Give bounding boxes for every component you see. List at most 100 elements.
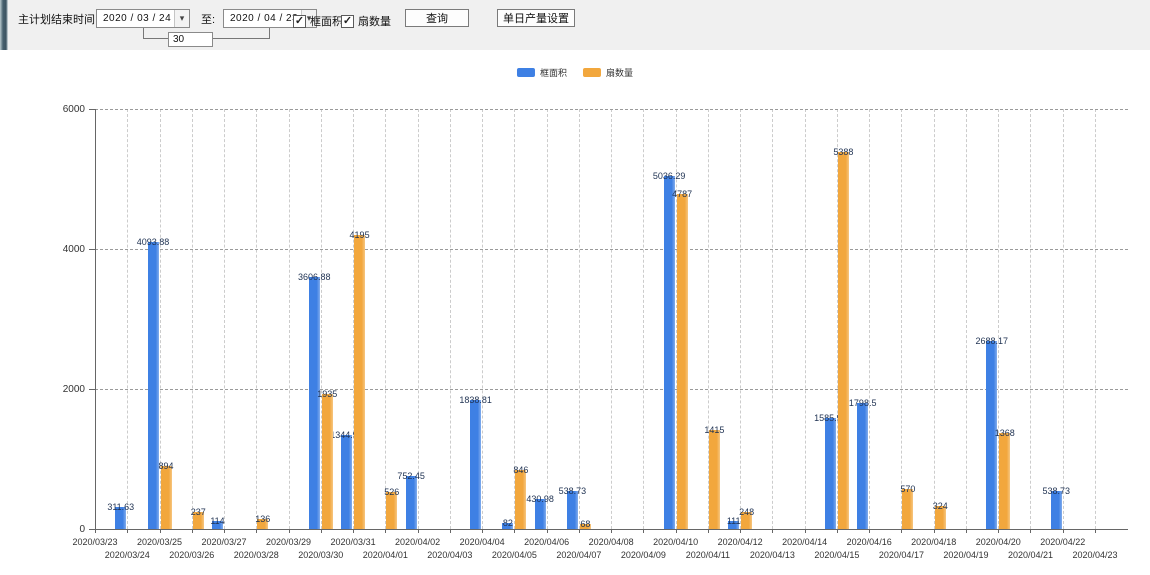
x-axis-label: 2020/03/29 [266, 537, 312, 547]
x-axis-label: 2020/04/07 [556, 550, 602, 560]
vertical-gridline [1030, 109, 1032, 529]
checkbox-icon[interactable]: ✓ [341, 14, 354, 28]
legend-item[interactable]: 扇数量 [583, 66, 633, 79]
bar-value-label: 1798.5 [848, 398, 877, 409]
legend-swatch-icon [516, 68, 535, 77]
vertical-gridline [127, 109, 129, 529]
legend-label: 扇数量 [606, 68, 634, 78]
x-axis-label: 2020/04/12 [717, 537, 763, 547]
x-axis-label: 2020/04/19 [943, 550, 989, 560]
扇数量-bar [579, 524, 591, 529]
框面积-bar [341, 434, 353, 529]
vertical-gridline [643, 109, 645, 529]
x-axis-tick [901, 529, 903, 533]
x-axis-tick [836, 529, 838, 533]
x-axis-label: 2020/04/21 [1007, 550, 1053, 560]
y-axis-tick [89, 249, 95, 250]
vertical-gridline [256, 109, 258, 529]
x-axis-tick [998, 529, 1000, 533]
bar-value-label: 237 [190, 507, 206, 518]
horizontal-gridline [95, 249, 1128, 250]
x-axis-label: 2020/04/09 [620, 550, 666, 560]
vertical-gridline [901, 109, 903, 529]
vertical-gridline [320, 109, 322, 529]
bar-value-label: 136 [255, 514, 271, 525]
bar-value-label: 4787 [672, 188, 693, 199]
框面积-bar [115, 507, 127, 529]
vertical-gridline [224, 109, 226, 529]
plan-end-time-label: 主计划结束时间: [18, 14, 99, 26]
vertical-gridline [159, 109, 161, 529]
bar-value-label: 324 [932, 501, 948, 512]
bar-value-label: 1935 [317, 388, 338, 399]
checkmark-icon: ✓ [342, 14, 353, 27]
扇数量-bar [321, 393, 333, 529]
vertical-gridline [191, 109, 193, 529]
x-axis-label: 2020/04/05 [491, 550, 537, 560]
x-axis-tick [288, 529, 290, 533]
horizontal-gridline [95, 109, 1128, 110]
x-axis-tick [707, 529, 709, 533]
x-axis-label: 2020/04/13 [749, 550, 795, 560]
checkbox-fan-count[interactable]: ✓ 扇数量 [341, 13, 391, 29]
vertical-gridline [578, 109, 580, 529]
扇数量-bar [837, 151, 849, 529]
x-axis-label: 2020/04/04 [459, 537, 505, 547]
x-axis-label: 2020/04/17 [878, 550, 924, 560]
y-axis-tick [89, 529, 95, 530]
vertical-gridline [965, 109, 967, 529]
扇数量-bar [676, 193, 688, 529]
bar-value-label: 1585.96 [814, 412, 847, 423]
vertical-gridline [449, 109, 451, 529]
框面积-bar [502, 523, 514, 529]
x-axis-label: 2020/04/06 [524, 537, 570, 547]
bar-value-label: 111 [726, 516, 741, 527]
date-from-value[interactable]: 2020 / 03 / 24 [103, 13, 172, 24]
x-axis-label: 2020/03/24 [104, 550, 150, 560]
y-axis [95, 109, 96, 529]
bar-value-label: 2688.17 [975, 335, 1008, 346]
bar-value-label: 526 [384, 487, 400, 498]
x-axis-tick [804, 529, 806, 533]
x-axis-label: 2020/04/03 [427, 550, 473, 560]
legend-item[interactable]: 框面积 [516, 66, 567, 79]
x-axis-label: 2020/04/18 [911, 537, 957, 547]
date-from-picker[interactable]: 2020 / 03 / 24 ▾ [96, 9, 190, 28]
x-axis-label: 2020/03/27 [201, 537, 247, 547]
扇数量-bar [515, 469, 527, 529]
框面积-bar [663, 176, 675, 529]
vertical-gridline [998, 109, 1000, 529]
x-axis-tick [256, 529, 258, 533]
bar-value-label: 4195 [349, 230, 370, 241]
bar-value-label: 114 [210, 516, 225, 527]
vertical-gridline [933, 109, 935, 529]
bar-value-label: 4093.88 [136, 237, 170, 248]
x-axis-label: 2020/04/14 [782, 537, 828, 547]
bar-value-label: 430.98 [526, 493, 554, 504]
query-button[interactable]: 查询 [405, 9, 469, 27]
bar-chart: 框面积 扇数量 2020/03/23 2020/03/24 2020/03/25 202… [0, 50, 1150, 575]
vertical-gridline [740, 109, 742, 529]
to-label: 至: [201, 14, 216, 26]
框面积-bar [147, 242, 159, 529]
x-axis-label: 2020/04/02 [395, 537, 441, 547]
x-axis [95, 529, 1128, 530]
daily-output-settings-button[interactable]: 单日产量设置 [497, 9, 575, 27]
扇数量-bar [934, 506, 946, 529]
vertical-gridline [611, 109, 613, 529]
vertical-gridline [804, 109, 806, 529]
checkbox-frame-area[interactable]: ✓ 框面积 [293, 13, 343, 29]
bar-value-label: 311.63 [107, 502, 135, 513]
chart-legend: 框面积 扇数量 [516, 66, 633, 79]
bar-value-label: 1344.95 [330, 429, 363, 440]
chevron-down-icon[interactable]: ▾ [174, 10, 189, 27]
框面积-bar [405, 476, 417, 529]
interval-days-input[interactable]: 30 [168, 32, 213, 47]
checkbox-icon[interactable]: ✓ [293, 14, 306, 28]
toolbar: 主计划结束时间: 2020 / 03 / 24 ▾ 至: 2020 / 04 /… [8, 0, 1150, 50]
框面积-bar [857, 403, 869, 529]
date-to-value[interactable]: 2020 / 04 / 23 [230, 13, 299, 24]
bar-value-label: 894 [158, 461, 174, 472]
x-axis-tick [127, 529, 129, 533]
